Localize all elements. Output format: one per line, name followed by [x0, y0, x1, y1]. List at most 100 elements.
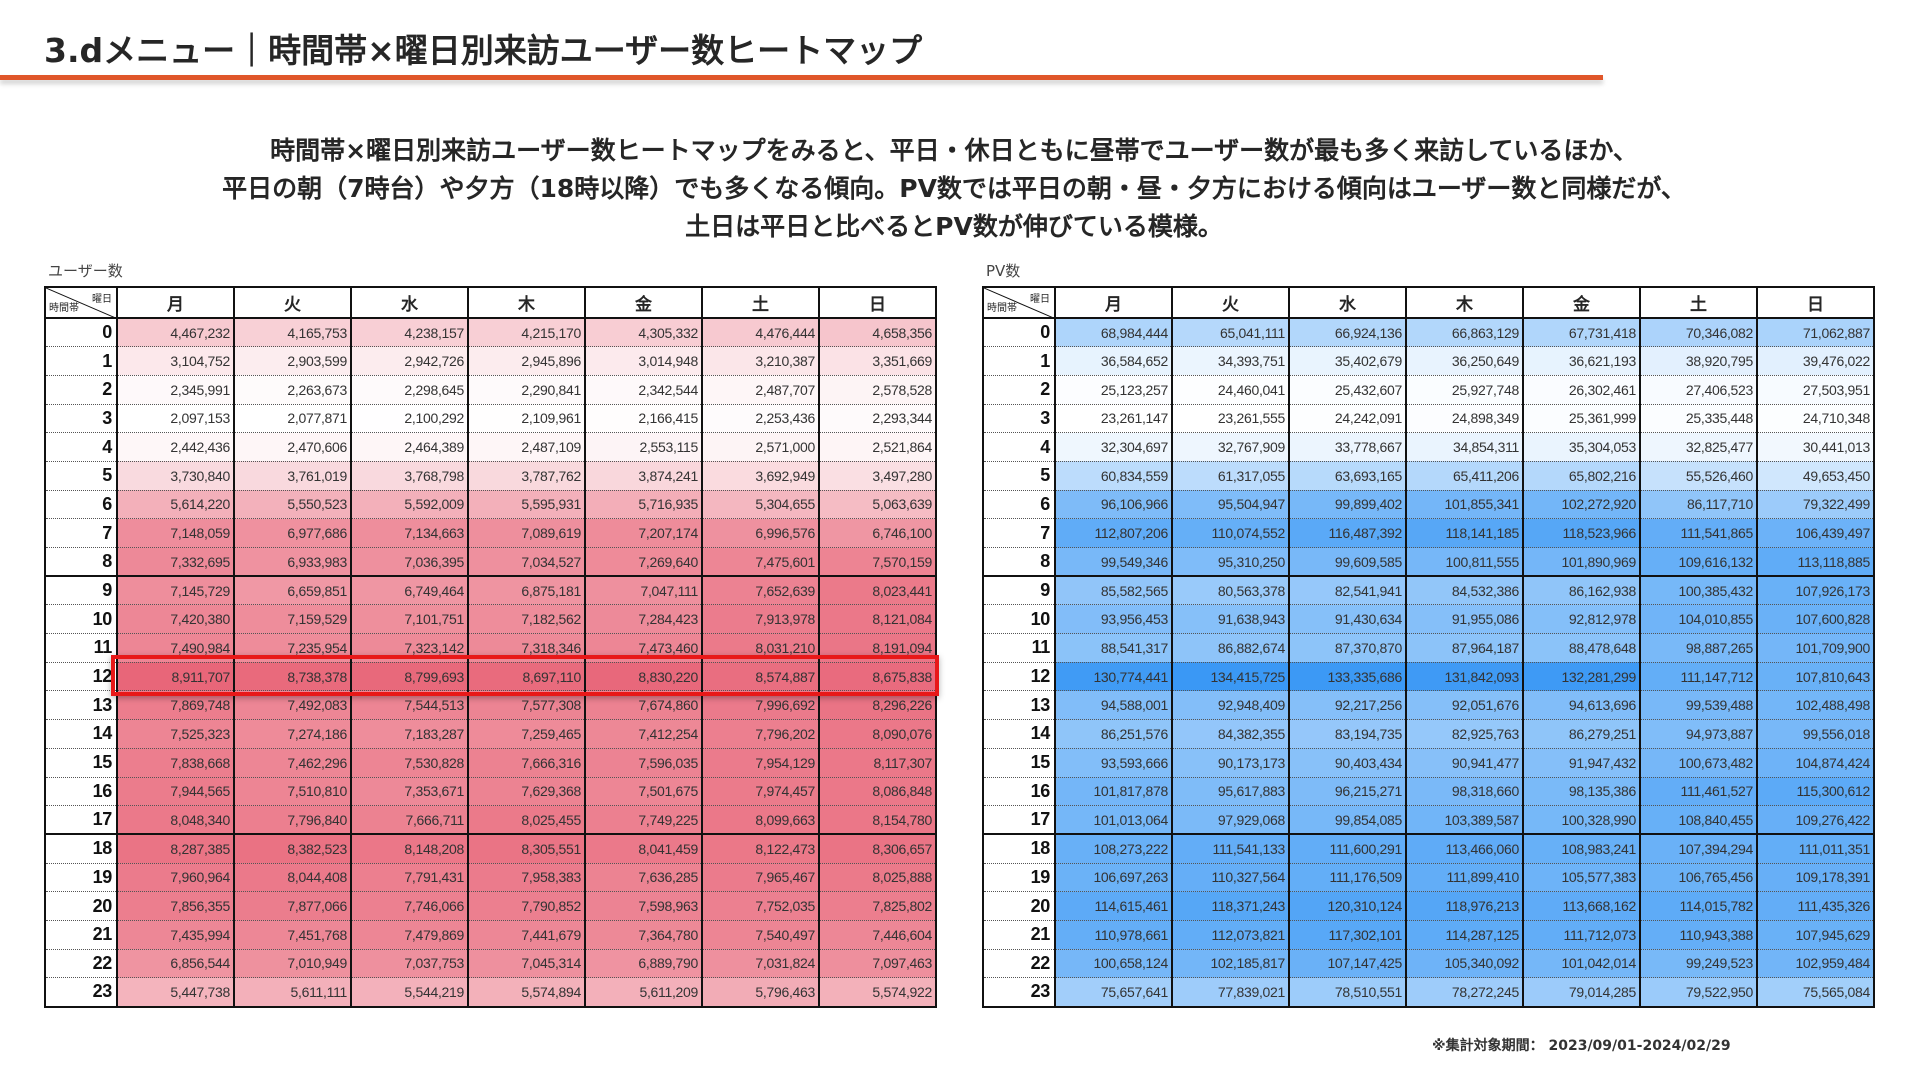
hour-label: 21: [983, 920, 1055, 950]
heatmap-cell: 117,302,101: [1288, 920, 1406, 950]
heatmap-cell: 33,778,667: [1288, 432, 1406, 462]
heatmap-cell: 23,261,147: [1054, 404, 1172, 434]
heatmap-cell: 8,675,838: [818, 662, 936, 692]
heatmap-cell: 75,657,641: [1054, 977, 1172, 1007]
heatmap-cell: 3,351,669: [818, 346, 936, 376]
heatmap-cell: 71,062,887: [1756, 318, 1874, 348]
heatmap-cell: 7,974,457: [701, 777, 819, 807]
heatmap-cell: 7,825,802: [818, 891, 936, 921]
heatmap-cell: 7,869,748: [116, 690, 234, 721]
summary-text: 時間帯×曜日別来訪ユーザー数ヒートマップをみると、平日・休日ともに昼帯でユーザー…: [0, 132, 1908, 246]
heatmap-cell: 114,287,125: [1405, 920, 1523, 950]
heatmap-cell: 3,210,387: [701, 346, 819, 376]
hour-label: 12: [45, 662, 117, 692]
hour-label: 19: [983, 863, 1055, 893]
heatmap-cell: 5,595,931: [467, 490, 585, 520]
heatmap-cell: 7,045,314: [467, 949, 585, 979]
heatmap-cell: 87,370,870: [1288, 633, 1406, 663]
heatmap-cell: 2,578,528: [818, 375, 936, 405]
heatmap-cell: 5,611,111: [233, 977, 351, 1007]
heatmap-cell: 92,051,676: [1405, 690, 1523, 721]
hour-label: 2: [45, 375, 117, 405]
heatmap-cell: 91,955,086: [1405, 604, 1523, 635]
heatmap-cell: 36,621,193: [1522, 346, 1640, 376]
table-row: 17 8,048,340 7,796,840 7,666,711 8,025,455 7,…: [45, 805, 936, 836]
table-row: 7 7,148,059 6,977,686 7,134,663 7,089,619 7,2…: [45, 518, 936, 548]
heatmap-cell: 2,571,000: [701, 432, 819, 462]
table-row: 3 23,261,147 23,261,555 24,242,091 24,898,34…: [983, 404, 1874, 434]
heatmap-cell: 99,539,488: [1639, 690, 1757, 721]
corner-hour-label: 時間帯: [987, 303, 1017, 314]
heatmap-cell: 38,920,795: [1639, 346, 1757, 376]
heatmap-cell: 5,304,655: [701, 490, 819, 520]
heatmap-cell: 107,147,425: [1288, 949, 1406, 979]
heatmap-cell: 118,523,966: [1522, 518, 1640, 548]
heatmap-cell: 79,322,499: [1756, 490, 1874, 520]
heatmap-cell: 2,109,961: [467, 404, 585, 434]
heatmap-cell: 4,467,232: [116, 318, 234, 348]
heatmap-cell: 26,302,461: [1522, 375, 1640, 405]
heatmap-cell: 61,317,055: [1171, 461, 1289, 491]
hour-label: 21: [45, 920, 117, 950]
summary-line: 平日の朝（7時台）や夕方（18時以降）でも多くなる傾向。PV数では平日の朝・昼・…: [222, 174, 1686, 203]
table-row: 6 5,614,220 5,550,523 5,592,009 5,595,931 5,7…: [45, 490, 936, 520]
heatmap-cell: 2,470,606: [233, 432, 351, 462]
heatmap-cell: 111,899,410: [1405, 863, 1523, 893]
heatmap-cell: 7,525,323: [116, 719, 234, 749]
hour-label: 0: [983, 318, 1055, 348]
heatmap-cell: 36,250,649: [1405, 346, 1523, 376]
heatmap-cell: 3,692,949: [701, 461, 819, 491]
heatmap-cell: 100,385,432: [1639, 576, 1757, 606]
hour-label: 10: [45, 604, 117, 635]
corner-hour-label: 時間帯: [49, 303, 79, 314]
table-row: 11 88,541,317 86,882,674 87,370,870 87,964,1…: [983, 633, 1874, 663]
day-header: 木: [1405, 287, 1523, 319]
heatmap-cell: 25,335,448: [1639, 404, 1757, 434]
heatmap-cell: 2,290,841: [467, 375, 585, 405]
heatmap-cell: 132,281,299: [1522, 662, 1640, 692]
heatmap-cell: 8,031,210: [701, 633, 819, 663]
table-row: 9 85,582,565 80,563,378 82,541,941 84,532,38…: [983, 576, 1874, 606]
heatmap-cell: 7,954,129: [701, 748, 819, 778]
heatmap-cell: 118,141,185: [1405, 518, 1523, 548]
hour-label: 5: [983, 461, 1055, 491]
heatmap-cell: 91,947,432: [1522, 748, 1640, 778]
heatmap-cell: 77,839,021: [1171, 977, 1289, 1007]
table-row: 14 86,251,576 84,382,355 83,194,735 82,925,7…: [983, 719, 1874, 749]
heatmap-cell: 55,526,460: [1639, 461, 1757, 491]
page-title: 3.dメニュー｜時間帯×曜日別来訪ユーザー数ヒートマップ: [44, 31, 923, 70]
heatmap-cell: 109,178,391: [1756, 863, 1874, 893]
table-row: 13 94,588,001 92,948,409 92,217,256 92,051,6…: [983, 690, 1874, 721]
hour-label: 3: [45, 404, 117, 434]
day-header: 木: [467, 287, 585, 319]
heatmap-cell: 7,274,186: [233, 719, 351, 749]
heatmap-cell: 7,159,529: [233, 604, 351, 635]
hour-label: 16: [983, 777, 1055, 807]
heatmap-cell: 3,768,798: [350, 461, 468, 491]
heatmap-cell: 3,874,241: [584, 461, 702, 491]
table-row: 12 130,774,441 134,415,725 133,335,686 131,8…: [983, 662, 1874, 692]
heatmap-cell: 5,796,463: [701, 977, 819, 1007]
heatmap-cell: 60,834,559: [1054, 461, 1172, 491]
heatmap-cell: 7,269,640: [584, 547, 702, 578]
heatmap-cell: 5,063,639: [818, 490, 936, 520]
heatmap-cell: 133,335,686: [1288, 662, 1406, 692]
heatmap-cell: 7,473,460: [584, 633, 702, 663]
table-row: 0 4,467,232 4,165,753 4,238,157 4,215,170 4,3…: [45, 318, 936, 348]
table-row: 3 2,097,153 2,077,871 2,100,292 2,109,961 2,1…: [45, 404, 936, 434]
heatmap-cell: 99,854,085: [1288, 805, 1406, 836]
heatmap-cell: 7,666,711: [350, 805, 468, 836]
heatmap-cell: 65,802,216: [1522, 461, 1640, 491]
heatmap-cell: 2,903,599: [233, 346, 351, 376]
heatmap-cell: 118,976,213: [1405, 891, 1523, 921]
heatmap-cell: 8,025,888: [818, 863, 936, 893]
heatmap-cell: 32,304,697: [1054, 432, 1172, 462]
hour-label: 14: [45, 719, 117, 749]
heatmap-cell: 7,435,994: [116, 920, 234, 950]
table-row: 1 3,104,752 2,903,599 2,942,726 2,945,896 3,0…: [45, 346, 936, 376]
heatmap-cell: 5,574,922: [818, 977, 936, 1007]
heatmap-cell: 130,774,441: [1054, 662, 1172, 692]
heatmap-cell: 7,796,202: [701, 719, 819, 749]
heatmap-cell: 2,342,544: [584, 375, 702, 405]
heatmap-cell: 87,964,187: [1405, 633, 1523, 663]
